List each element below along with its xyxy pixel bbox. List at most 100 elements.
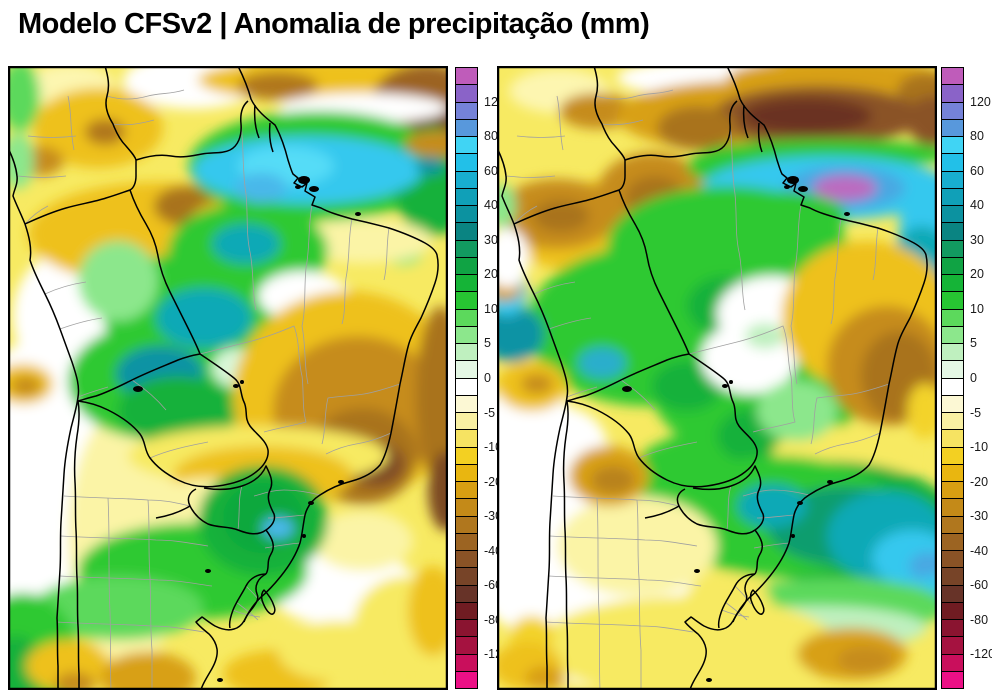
precip-anomaly-map-left: [8, 66, 448, 690]
colorbar-segment: [456, 516, 477, 534]
colorbar-segment: [942, 671, 963, 688]
colorbar-segment: [942, 223, 963, 241]
colorbar-segment: [942, 68, 963, 86]
colorbar-scale: [941, 67, 964, 689]
colorbar-segment: [942, 275, 963, 293]
colorbar-tick-label: -20: [970, 474, 989, 489]
colorbar-segment: [456, 671, 477, 688]
colorbar-segment: [942, 464, 963, 482]
colorbar-segment: [942, 551, 963, 569]
map-left-svg: [8, 66, 448, 690]
colorbar-segment: [942, 602, 963, 620]
colorbar-segment: [456, 326, 477, 344]
colorbar-tick-label: 10: [484, 301, 498, 316]
colorbar-segment: [942, 240, 963, 258]
map-frame-border: [497, 66, 937, 690]
colorbar-segment: [456, 482, 477, 500]
colorbar-tick-label: 20: [484, 267, 498, 282]
colorbar-segment: [456, 551, 477, 569]
colorbar-tick-label: -120: [970, 647, 992, 662]
colorbar-segment: [456, 464, 477, 482]
colorbar-tick-label: -80: [970, 612, 989, 627]
colorbar-right: 120 80 60 40 30 20 10 5 0 -5 -10 -20 -30 -40 -60 -80 -12…: [941, 67, 992, 689]
colorbar-tick-label: 10: [970, 301, 984, 316]
colorbar-segment: [942, 361, 963, 379]
colorbar-tick-label: 40: [484, 198, 498, 213]
colorbar-segment: [942, 344, 963, 362]
colorbar-segment: [456, 499, 477, 517]
colorbar-tick-label: 120: [970, 94, 991, 109]
colorbar-segment: [456, 137, 477, 155]
colorbar-segment: [456, 430, 477, 448]
colorbar-segment: [942, 102, 963, 120]
colorbar-segment: [942, 206, 963, 224]
precip-anomaly-map-right: [497, 66, 937, 690]
colorbar-tick-label: 80: [484, 129, 498, 144]
colorbar-tick-label: 30: [970, 232, 984, 247]
colorbar-tick-label: -30: [970, 509, 989, 524]
colorbar-segment: [456, 240, 477, 258]
map-frame-border: [8, 66, 448, 690]
colorbar-segment: [456, 68, 477, 86]
colorbar-segment: [456, 620, 477, 638]
colorbar-tick-label: 0: [970, 371, 977, 385]
colorbar-segment: [456, 206, 477, 224]
colorbar-segment: [942, 654, 963, 672]
colorbar-segment: [456, 223, 477, 241]
colorbar-segment: [456, 602, 477, 620]
colorbar-segment: [942, 378, 963, 396]
colorbar-tick-label: 5: [484, 336, 491, 351]
colorbar-segment: [456, 102, 477, 120]
colorbar-left: 12080604030201050-5-10-20-30-40-60-80-12…: [455, 67, 509, 689]
colorbar-segment: [456, 568, 477, 586]
colorbar-segment: [942, 309, 963, 327]
colorbar-segment: [456, 292, 477, 310]
colorbar-segment: [456, 344, 477, 362]
colorbar-tick-label: -10: [970, 440, 989, 455]
colorbar-segment: [456, 171, 477, 189]
colorbar-segment: [456, 637, 477, 655]
colorbar-tick-label: -40: [970, 543, 989, 558]
colorbar-segment: [456, 361, 477, 379]
colorbar-segment: [456, 257, 477, 275]
colorbar-segment: [456, 447, 477, 465]
colorbar-tick-label: -5: [970, 405, 982, 420]
colorbar-tick-label: 5: [970, 336, 977, 351]
colorbar-segment: [456, 188, 477, 206]
colorbar-tick-label: -60: [970, 578, 989, 593]
page-title: Modelo CFSv2 | Anomalia de precipitação …: [18, 8, 650, 40]
colorbar-tick-label: 60: [970, 163, 984, 178]
colorbar-segment: [942, 637, 963, 655]
colorbar-segment: [942, 171, 963, 189]
colorbar-tick-label: 60: [484, 163, 498, 178]
colorbar-segment: [456, 154, 477, 172]
colorbar-segment: [456, 378, 477, 396]
colorbar-segment: [942, 533, 963, 551]
colorbar-segment: [942, 447, 963, 465]
colorbar-segment: [456, 533, 477, 551]
colorbar-segment: [456, 309, 477, 327]
colorbar-segment: [456, 395, 477, 413]
colorbar-tick-label: -5: [484, 405, 496, 420]
colorbar-segment: [942, 430, 963, 448]
colorbar-segment: [456, 119, 477, 137]
colorbar-tick-label: 80: [970, 129, 984, 144]
colorbar-segment: [942, 85, 963, 103]
colorbar-segment: [456, 654, 477, 672]
colorbar-segment: [456, 85, 477, 103]
colorbar-segment: [942, 119, 963, 137]
colorbar-segment: [942, 154, 963, 172]
colorbar-segment: [942, 482, 963, 500]
colorbar-segment: [942, 413, 963, 431]
colorbar-segment: [942, 568, 963, 586]
colorbar-segment: [456, 413, 477, 431]
colorbar-scale: [455, 67, 478, 689]
colorbar-tick-label: 30: [484, 232, 498, 247]
colorbar-segment: [942, 620, 963, 638]
colorbar-segment: [456, 275, 477, 293]
colorbar-segment: [942, 257, 963, 275]
colorbar-segment: [942, 395, 963, 413]
colorbar-tick-label: 0: [484, 371, 491, 385]
colorbar-segment: [942, 188, 963, 206]
